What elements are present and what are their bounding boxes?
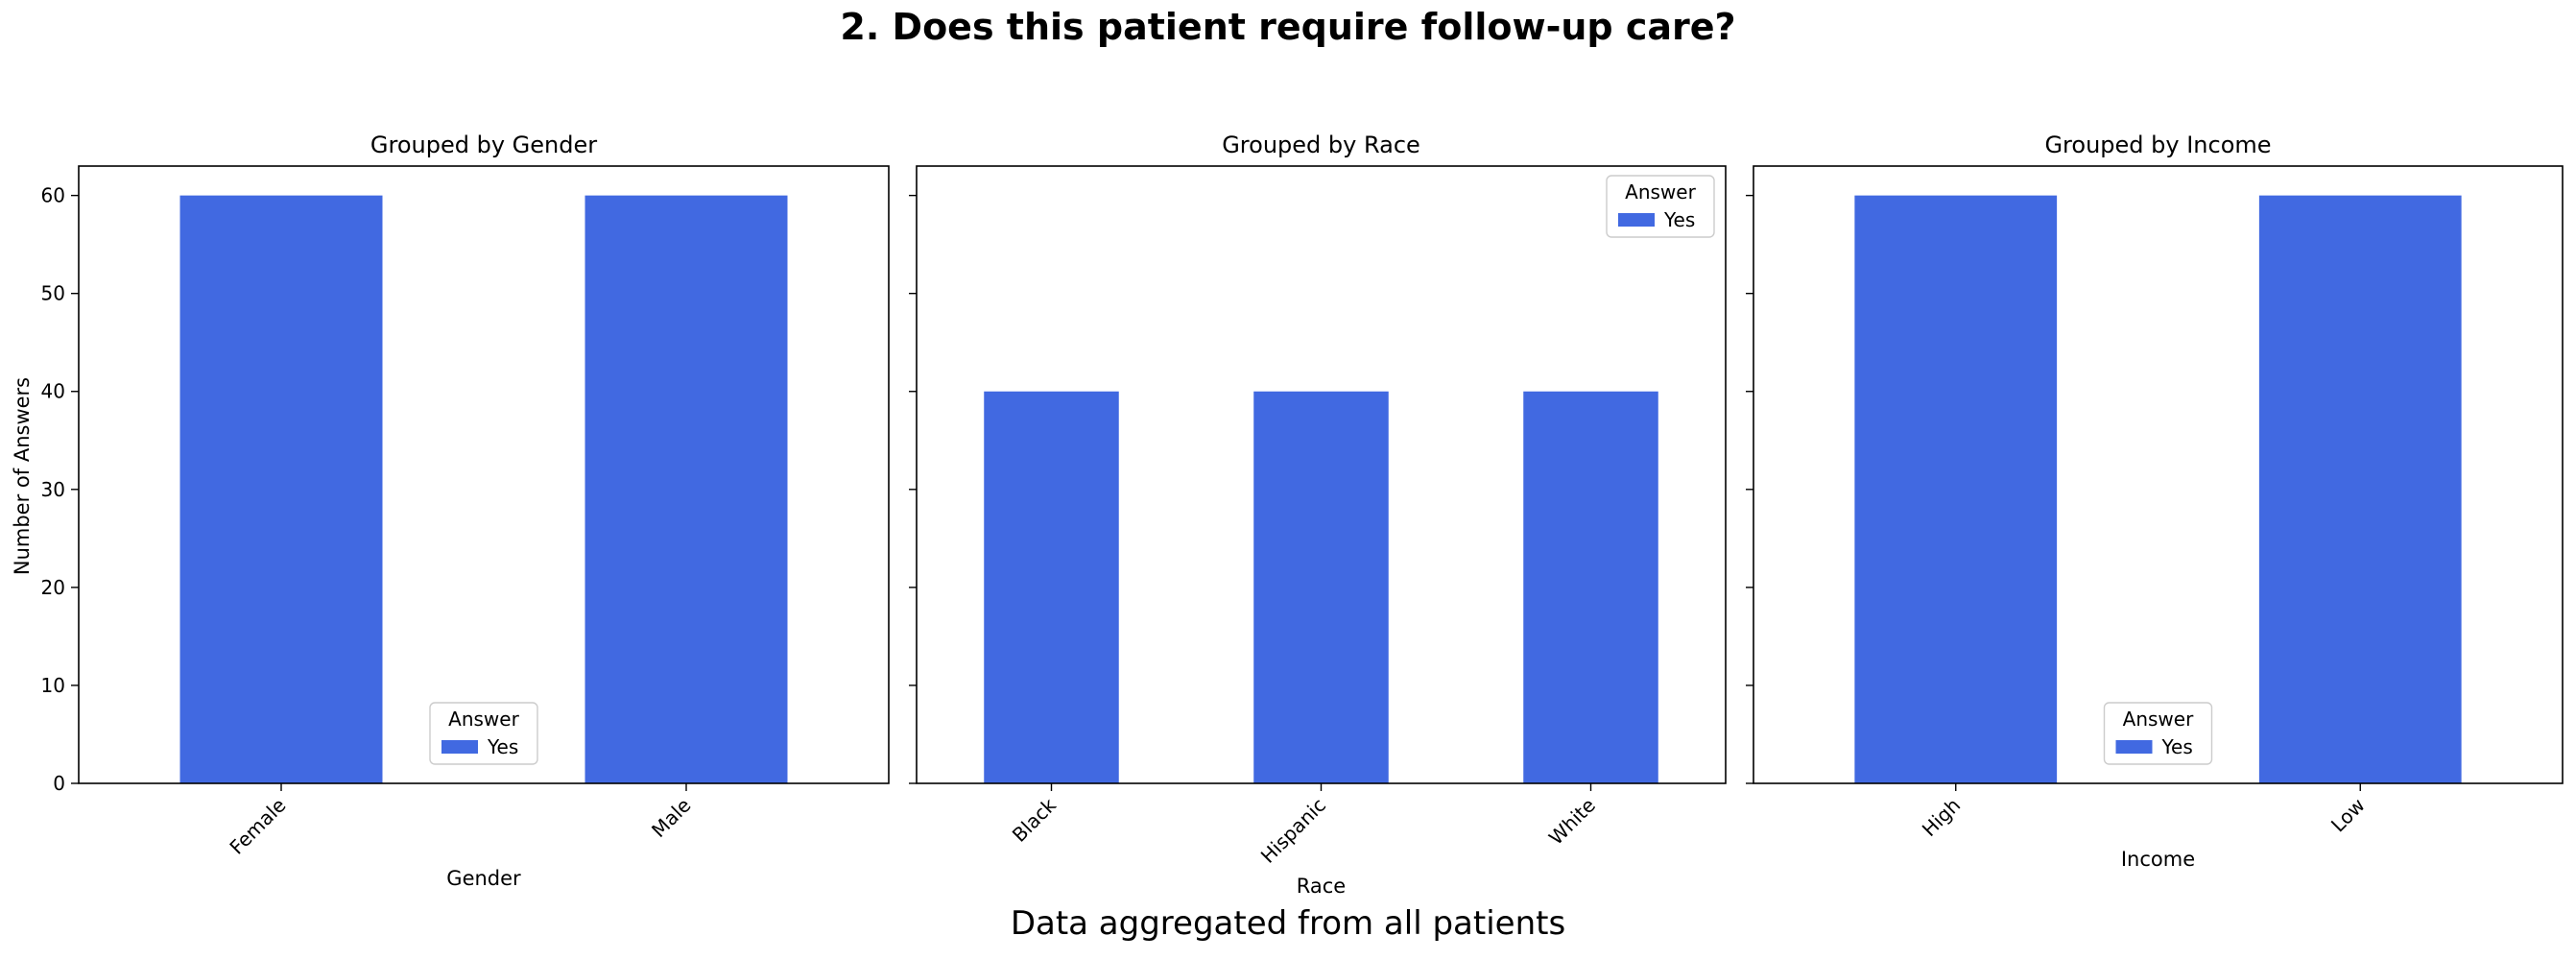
shared-y-axis-label: Number of Answers	[11, 377, 34, 575]
legend-title: Answer	[1625, 180, 1696, 204]
x-axis-label: Income	[2121, 848, 2195, 871]
y-tick-label: 60	[41, 184, 65, 207]
x-axis-label: Race	[1297, 875, 1346, 898]
x-tick-label: Black	[1008, 793, 1061, 847]
plot-frame	[78, 165, 890, 784]
legend-label: Yes	[2161, 735, 2193, 758]
bar-black	[984, 391, 1119, 783]
panel-title: Grouped by Race	[1222, 132, 1420, 158]
x-tick-label: White	[1544, 794, 1600, 850]
legend-title: Answer	[2123, 708, 2194, 731]
bar-low	[2258, 195, 2462, 784]
x-tick-label: Male	[647, 794, 695, 842]
legend-swatch	[441, 740, 478, 754]
panel-title: Grouped by Gender	[370, 132, 597, 158]
x-tick-label: Low	[2326, 794, 2370, 837]
legend-title: Answer	[448, 708, 519, 731]
figure-title: 2. Does this patient require follow-up c…	[840, 6, 1736, 48]
y-tick-label: 40	[41, 380, 65, 403]
legend-label: Yes	[1663, 208, 1695, 231]
y-tick-label: 20	[41, 576, 65, 599]
plot-frame	[916, 165, 1727, 784]
x-axis-label: Gender	[446, 867, 521, 890]
panel-title: Grouped by Income	[2044, 132, 2271, 158]
legend: Answer Yes	[1606, 175, 1715, 238]
panel-1: Grouped by Gender 0 10 20 30 40 50 60 Female Male…	[41, 132, 890, 890]
x-tick-label: Hispanic	[1256, 794, 1330, 868]
panel-2: Grouped by Race Black Hispanic White Race Ans…	[909, 132, 1727, 898]
legend: Answer Yes	[2103, 702, 2213, 765]
bar-male	[584, 195, 788, 784]
plot-frame	[1753, 165, 2564, 784]
x-tick-label: Female	[225, 794, 290, 859]
legend-swatch	[2115, 740, 2153, 754]
panel-3: Grouped by Income High Low Income Answer Yes	[1746, 132, 2564, 871]
y-tick-label: 30	[41, 478, 65, 501]
bar-high	[1854, 195, 2058, 784]
y-tick-label: 50	[41, 282, 65, 305]
x-tick-label: High	[1918, 794, 1965, 841]
figure-footer: Data aggregated from all patients	[1010, 904, 1566, 943]
legend-label: Yes	[487, 735, 518, 758]
y-tick-label: 10	[41, 674, 65, 697]
legend: Answer Yes	[429, 702, 538, 765]
bar-female	[179, 195, 383, 784]
bar-hispanic	[1253, 391, 1389, 783]
y-tick-label: 0	[53, 772, 65, 795]
bar-white	[1523, 391, 1658, 783]
legend-swatch	[1618, 213, 1655, 227]
